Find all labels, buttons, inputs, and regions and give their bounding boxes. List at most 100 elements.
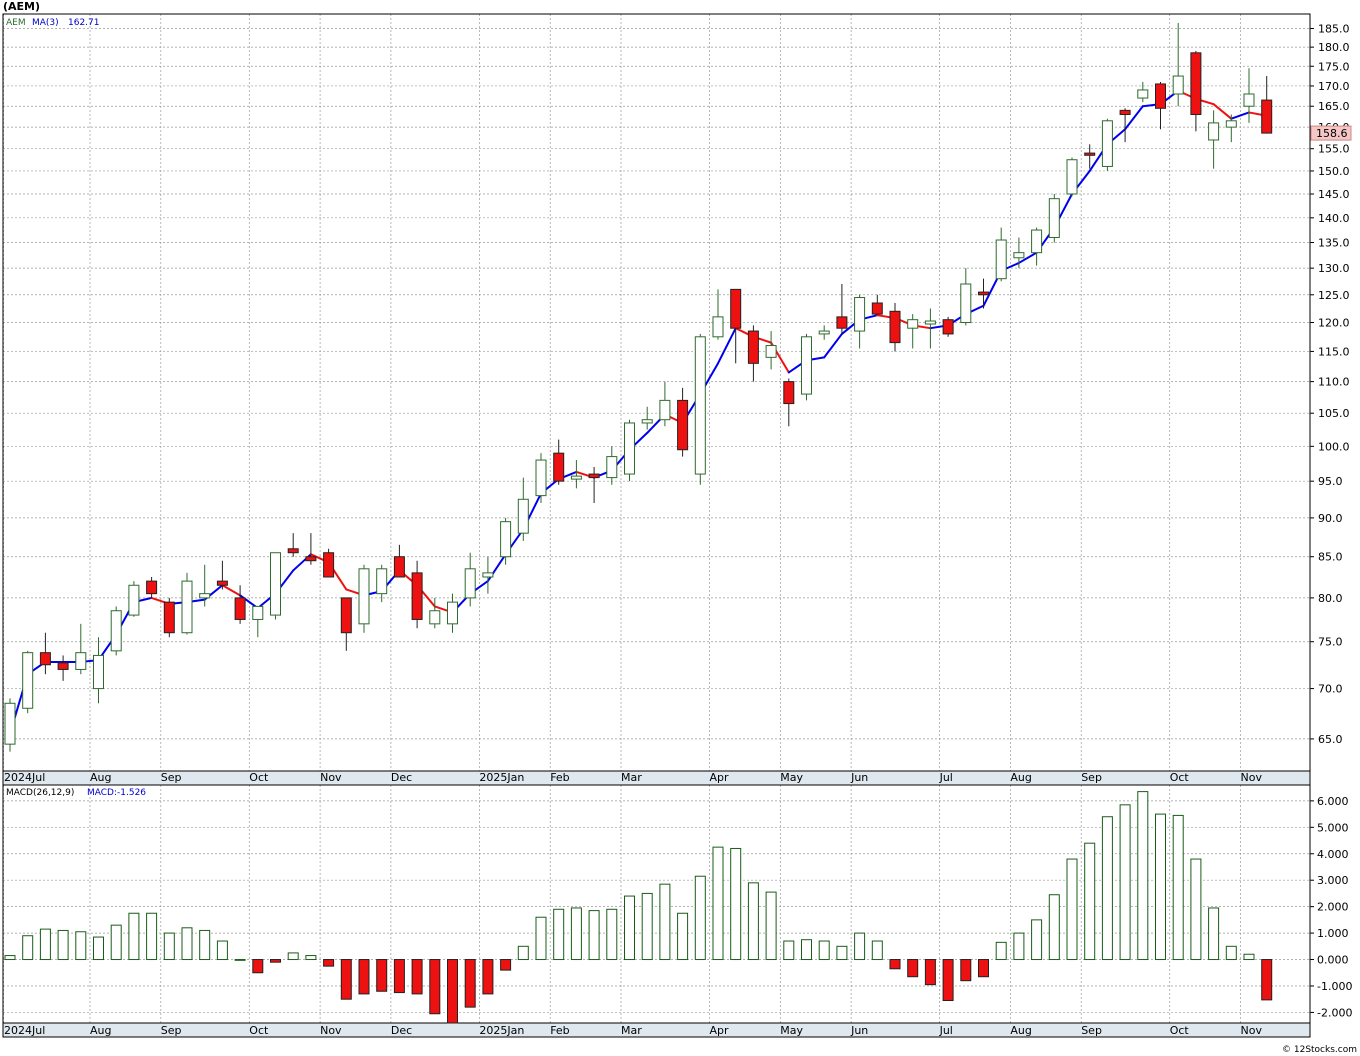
macd-tick-label: 4.000 <box>1317 848 1349 861</box>
candle <box>411 560 423 629</box>
candle-body <box>907 319 919 329</box>
candle <box>624 419 635 482</box>
macd-bar <box>836 945 848 961</box>
macd-bar <box>889 959 901 970</box>
candle <box>712 289 724 340</box>
price-grid <box>3 14 1310 771</box>
date-label: May <box>780 771 803 784</box>
macd-bar <box>1208 907 1220 961</box>
macd-bar <box>146 912 158 961</box>
macd-bar <box>287 952 299 961</box>
candle <box>1261 76 1273 134</box>
candle-body <box>765 345 777 358</box>
candle-body <box>57 662 69 670</box>
price-tick-label: 80.0 <box>1318 592 1343 605</box>
macd-bar <box>570 907 582 961</box>
macd-bar <box>1243 953 1255 961</box>
candle <box>606 446 618 485</box>
macd-tick-label: 0.000 <box>1317 954 1349 967</box>
ma3-segment <box>221 584 242 597</box>
candle-body <box>641 419 653 424</box>
price-tick-label: 110.0 <box>1318 376 1350 389</box>
candle-body <box>270 552 281 616</box>
candle <box>995 227 1007 282</box>
candle <box>854 294 866 349</box>
candle-body <box>535 459 547 497</box>
macd-bar <box>659 883 671 961</box>
macd-bar <box>39 928 51 961</box>
macd-bar <box>765 891 777 961</box>
macd-bar <box>234 959 246 961</box>
macd-bar <box>801 939 812 961</box>
macd-bar <box>712 846 724 961</box>
candle-body <box>39 652 51 666</box>
date-label: Feb <box>550 1024 569 1037</box>
macd-bar <box>482 959 494 995</box>
candle-body <box>163 601 175 634</box>
candle <box>1243 68 1255 123</box>
candle <box>75 623 87 675</box>
candle <box>1119 108 1131 143</box>
chart-title: (AEM) <box>3 0 40 13</box>
legend-ma-value: 162.71 <box>68 18 100 28</box>
macd-bar <box>22 935 34 961</box>
ma3-segment <box>823 332 843 359</box>
candle <box>836 284 848 334</box>
candle-body <box>234 597 246 620</box>
macd-bar <box>57 929 69 961</box>
date-label: 2024Jul <box>4 771 45 784</box>
candle <box>765 331 777 370</box>
macd-bar <box>924 959 936 986</box>
macd-bar <box>110 924 122 961</box>
candle <box>1031 227 1043 266</box>
candle-body <box>677 399 689 451</box>
candle-body <box>252 605 264 620</box>
price-tick-label: 140.0 <box>1318 212 1350 225</box>
price-tick-label: 105.0 <box>1318 407 1350 420</box>
candle-body <box>1048 198 1060 239</box>
macd-bar <box>216 940 228 961</box>
macd-bar <box>199 929 211 961</box>
price-tick-label: 180.0 <box>1318 41 1350 54</box>
candle-body <box>482 572 494 578</box>
macd-bar <box>747 882 759 961</box>
candle-body <box>924 320 936 325</box>
candle-body <box>110 610 122 652</box>
macd-bar <box>1013 932 1025 961</box>
candle <box>889 302 901 352</box>
macd-bar <box>305 955 317 961</box>
candle <box>960 268 972 326</box>
macd-bar <box>1084 842 1096 961</box>
macd-bar <box>960 959 972 982</box>
candle-body <box>393 556 405 578</box>
macd-bar <box>393 959 405 994</box>
ma3-line <box>9 89 1268 735</box>
candle <box>287 533 299 557</box>
candle-body <box>1155 83 1166 109</box>
macd-bar <box>429 959 441 1015</box>
candles <box>4 23 1273 752</box>
candle <box>907 314 919 349</box>
candle-body <box>376 568 388 595</box>
candle-body <box>1243 93 1255 107</box>
date-label: Oct <box>249 771 269 784</box>
candle-body <box>624 422 635 475</box>
macd-bar <box>818 940 830 961</box>
candle-body <box>447 601 458 625</box>
candle <box>747 325 759 382</box>
price-tick-label: 175.0 <box>1318 60 1350 73</box>
date-label: Jul <box>939 1024 953 1037</box>
date-label: Aug <box>90 1024 111 1037</box>
price-tick-label: 70.0 <box>1318 683 1343 696</box>
candle <box>181 572 193 635</box>
macd-bar <box>730 847 742 961</box>
candle-body <box>995 239 1007 280</box>
candle-body <box>836 316 848 329</box>
candle <box>57 655 69 681</box>
candle-body <box>659 399 671 421</box>
candle-body <box>818 330 830 335</box>
date-label: May <box>780 1024 803 1037</box>
price-tick-label: 165.0 <box>1318 100 1350 113</box>
candle-body <box>358 568 370 625</box>
